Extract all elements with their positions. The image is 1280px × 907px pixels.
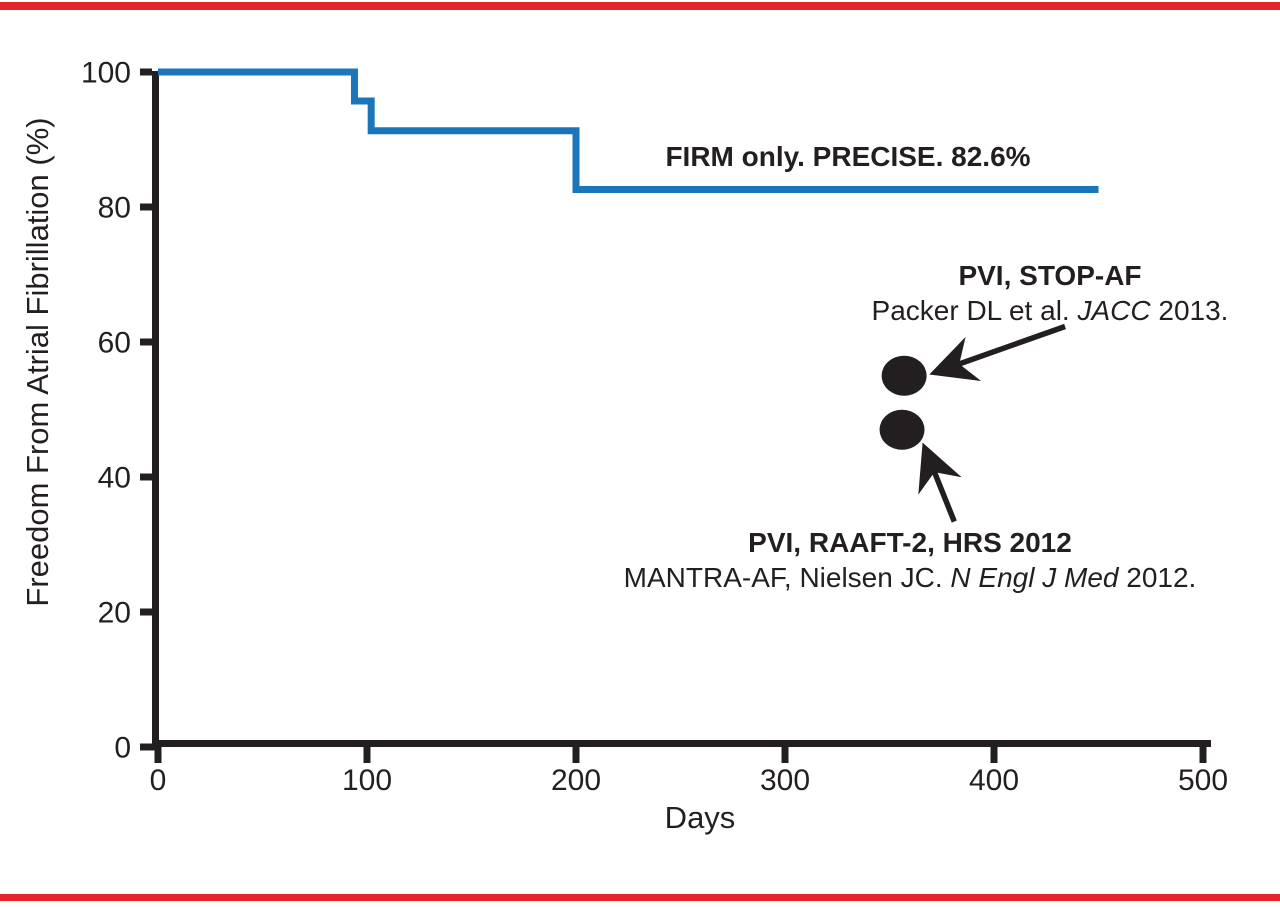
series-label-firm-precise: FIRM only. PRECISE. 82.6% — [665, 141, 1031, 172]
y-tick-label: 100 — [81, 57, 131, 90]
top-border-rule — [0, 2, 1280, 10]
y-tick-label: 0 — [114, 732, 131, 765]
annotation-raaft-title: PVI, RAAFT-2, HRS 2012 — [748, 527, 1072, 558]
arrow-to-stop-af-point — [929, 323, 1066, 381]
y-tick-label: 80 — [98, 192, 131, 225]
y-tick-label: 20 — [98, 597, 131, 630]
annotation-stop-af: PVI, STOP-AF Packer DL et al. JACC 2013. — [872, 258, 1229, 328]
x-tick-label: 500 — [1178, 764, 1228, 797]
y-tick-label: 40 — [98, 462, 131, 495]
citation-prefix: MANTRA-AF, Nielsen JC. — [623, 562, 951, 593]
scatter-point — [881, 355, 927, 396]
annotation-raaft: PVI, RAAFT-2, HRS 2012 MANTRA-AF, Nielse… — [624, 525, 1197, 595]
y-tick-label: 60 — [98, 327, 131, 360]
x-tick-label: 100 — [342, 764, 392, 797]
x-axis-title: Days — [664, 800, 736, 835]
arrow-to-raaft-point — [918, 442, 962, 523]
x-tick-label: 0 — [150, 764, 167, 797]
citation-journal-italic: JACC — [1077, 295, 1151, 326]
annotation-raaft-citation: MANTRA-AF, Nielsen JC. N Engl J Med 2012… — [624, 561, 1197, 595]
x-tick-label: 200 — [551, 764, 601, 797]
citation-suffix: 2013. — [1150, 295, 1229, 326]
bottom-border-rule — [0, 894, 1280, 901]
x-tick-label: 300 — [760, 764, 810, 797]
annotation-stop-af-citation: Packer DL et al. JACC 2013. — [872, 294, 1229, 328]
citation-journal-italic: N Engl J Med — [950, 562, 1119, 593]
citation-prefix: Packer DL et al. — [871, 295, 1078, 326]
x-tick-label: 400 — [969, 764, 1019, 797]
y-axis-title: Freedom From Atrial Fibrillation (%) — [20, 117, 55, 607]
annotation-stop-af-title: PVI, STOP-AF — [958, 260, 1142, 291]
survival-curve-firm — [158, 68, 1099, 193]
scatter-point — [879, 409, 925, 450]
citation-suffix: 2012. — [1118, 562, 1197, 593]
